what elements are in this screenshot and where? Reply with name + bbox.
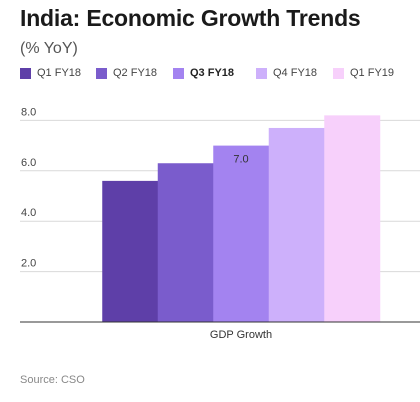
legend-label: Q4 FY18 (273, 67, 318, 79)
legend-label: Q3 FY18 (190, 67, 235, 79)
legend-item: Q1 FY18 (20, 67, 81, 79)
bar (157, 163, 214, 322)
legend-swatch (173, 67, 184, 79)
y-tick-label: 4.0 (21, 207, 36, 219)
y-tick-label: 8.0 (21, 106, 36, 118)
legend-item: Q1 FY19 (333, 67, 394, 79)
bar-chart: 2.0 4.0 6.0 8.0 7.0 GDP Growth (20, 106, 420, 341)
legend-label: Q1 FY18 (37, 67, 82, 79)
source-note: Source: CSO (20, 374, 85, 386)
bar (268, 127, 325, 323)
legend-item: Q4 FY18 (256, 67, 317, 79)
bar (102, 180, 159, 322)
legend-label: Q2 FY18 (113, 67, 158, 79)
legend-item: Q2 FY18 (96, 67, 157, 79)
x-category-label: GDP Growth (210, 329, 272, 341)
legend-swatch (96, 67, 107, 79)
chart-subtitle: (% YoY) (20, 40, 78, 57)
legend-swatch (20, 67, 31, 79)
chart-title: India: Economic Growth Trends (20, 5, 361, 31)
bar (213, 145, 270, 322)
legend-item: Q3 FY18 (173, 67, 234, 79)
y-tick-label: 6.0 (21, 157, 36, 169)
data-label: 7.0 (233, 154, 248, 166)
legend-swatch (333, 67, 344, 79)
legend: Q1 FY18 Q2 FY18 Q3 FY18 Q4 FY18 Q1 FY19 (20, 67, 420, 81)
bar (324, 115, 381, 322)
legend-swatch (256, 67, 267, 79)
legend-label: Q1 FY19 (350, 67, 395, 79)
y-tick-label: 2.0 (21, 258, 36, 270)
